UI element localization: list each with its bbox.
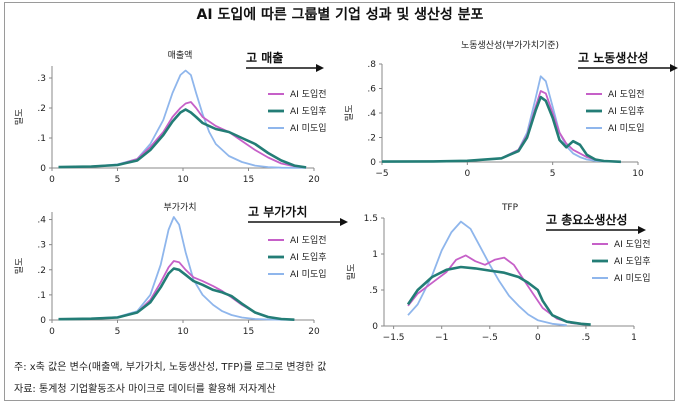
- y-tick-label: .3: [37, 241, 46, 251]
- y-tick-label: 0: [40, 316, 46, 326]
- legend-label: AI 미도입: [290, 122, 327, 134]
- x-tick-label: 10: [632, 169, 644, 179]
- x-tick-label: 0: [49, 327, 55, 337]
- x-tick-label: 5: [115, 175, 121, 185]
- x-tick-label: 15: [243, 327, 254, 337]
- y-tick-label: .8: [367, 60, 376, 70]
- direction-arrow-head: [316, 64, 324, 72]
- y-tick-label: .2: [37, 266, 46, 276]
- y-tick-label: 1: [372, 250, 378, 260]
- value-added-density-chart: 0 5 10 15 20 0 .1 .2 .3 .4 밀도 부가가치 고 부가가치 AI 도입전 AI 도입…: [13, 201, 348, 337]
- legend-label: AI 미도입: [608, 122, 645, 134]
- source-note: 자료: 통계청 기업활동조사 마이크로 데이터를 활용해 저자계산: [14, 384, 276, 395]
- y-tick-label: .5: [369, 286, 378, 296]
- direction-arrow-head: [670, 64, 678, 72]
- y-tick-label: .3: [37, 74, 46, 84]
- x-tick-label: −1.5: [383, 333, 405, 343]
- x-tick-label: 20: [308, 327, 320, 337]
- x-tick-label: 1: [631, 333, 637, 343]
- x-tick-label: 0: [535, 333, 541, 343]
- y-tick-label: 0: [372, 322, 378, 332]
- legend-label: AI 도입전: [608, 88, 645, 100]
- series-line-AI-도입전: [58, 101, 307, 169]
- direction-label: 고 총요소생산성: [546, 212, 627, 227]
- direction-label: 고 매출: [246, 50, 283, 65]
- y-tick-label: .2: [367, 134, 376, 144]
- y-tick-label: .6: [367, 85, 376, 95]
- direction-label: 고 부가가치: [248, 204, 307, 219]
- y-axis-label: 밀도: [13, 258, 25, 275]
- x-tick-label: −5: [375, 169, 388, 179]
- x-tick-label: 10: [177, 175, 189, 185]
- series-line-AI-도입후: [58, 108, 307, 169]
- series-line-AI-도입전: [407, 254, 586, 326]
- panel-title: 부가가치: [163, 201, 196, 213]
- legend-label: AI 도입후: [290, 251, 327, 263]
- tfp-density-chart: −1.5 −1 −.5 0 .5 1 0 .5 1 1.5 밀도 TFP 고 총요소생산성 AI 도입전 A…: [345, 203, 651, 343]
- x-tick-label: 0: [464, 169, 470, 179]
- figure-frame: [4, 2, 675, 401]
- y-tick-label: .4: [37, 216, 46, 226]
- page-title: AI 도입에 따른 그룹별 기업 성과 및 생산성 분포: [196, 7, 484, 23]
- series-line-AI-도입후: [381, 95, 621, 164]
- y-tick-label: 0: [40, 164, 46, 174]
- y-tick-label: .4: [367, 109, 376, 119]
- series-line-AI-미도입: [381, 75, 621, 163]
- panel-title: 매출액: [168, 49, 193, 61]
- x-tick-label: −1: [435, 333, 448, 343]
- y-tick-label: .2: [37, 104, 46, 114]
- y-axis-label: 밀도: [13, 109, 25, 126]
- series-line-AI-도입후: [58, 267, 295, 321]
- sales-density-chart: 0 5 10 15 20 0 .1 .2 .3 밀도 매출액 고 매출 AI 도입전 AI 도입후 AI 미…: [13, 49, 327, 185]
- x-tick-label: 5: [550, 169, 556, 179]
- legend-label: AI 도입후: [608, 105, 645, 117]
- x-tick-label: 15: [243, 175, 254, 185]
- legend-label: AI 도입후: [614, 255, 651, 267]
- direction-arrow-head: [638, 226, 646, 234]
- direction-arrow-head: [340, 218, 348, 226]
- panel-title: 노동생산성(부가가치기준): [461, 39, 559, 51]
- legend-label: AI 도입전: [614, 238, 651, 250]
- direction-label: 고 노동생산성: [578, 50, 648, 65]
- legend-label: AI 도입전: [290, 234, 327, 246]
- x-tick-label: 0: [49, 175, 55, 185]
- series-line-AI-도입후: [406, 265, 591, 326]
- x-tick-label: 5: [115, 327, 121, 337]
- legend-label: AI 미도입: [290, 268, 327, 280]
- x-tick-label: .5: [582, 333, 591, 343]
- y-tick-label: 1.5: [364, 214, 378, 224]
- y-axis-label: 밀도: [345, 264, 357, 281]
- x-tick-label: 20: [308, 175, 320, 185]
- x-tick-label: 10: [177, 327, 189, 337]
- x-tick-label: −.5: [482, 333, 498, 343]
- panel-title: TFP: [501, 203, 519, 213]
- y-tick-label: .1: [37, 134, 46, 144]
- y-tick-label: 0: [370, 158, 376, 168]
- y-axis-label: 밀도: [343, 105, 355, 122]
- legend-label: AI 도입전: [290, 88, 327, 100]
- legend-label: AI 미도입: [614, 272, 651, 284]
- legend-label: AI 도입후: [290, 105, 327, 117]
- y-tick-label: .1: [37, 291, 46, 301]
- series-line-AI-미도입: [407, 220, 567, 327]
- series-line-AI-미도입: [58, 216, 295, 321]
- axis-note: 주: x축 값은 변수(매출액, 부가가치, 노동생산성, TFP)를 로그로 …: [14, 362, 327, 373]
